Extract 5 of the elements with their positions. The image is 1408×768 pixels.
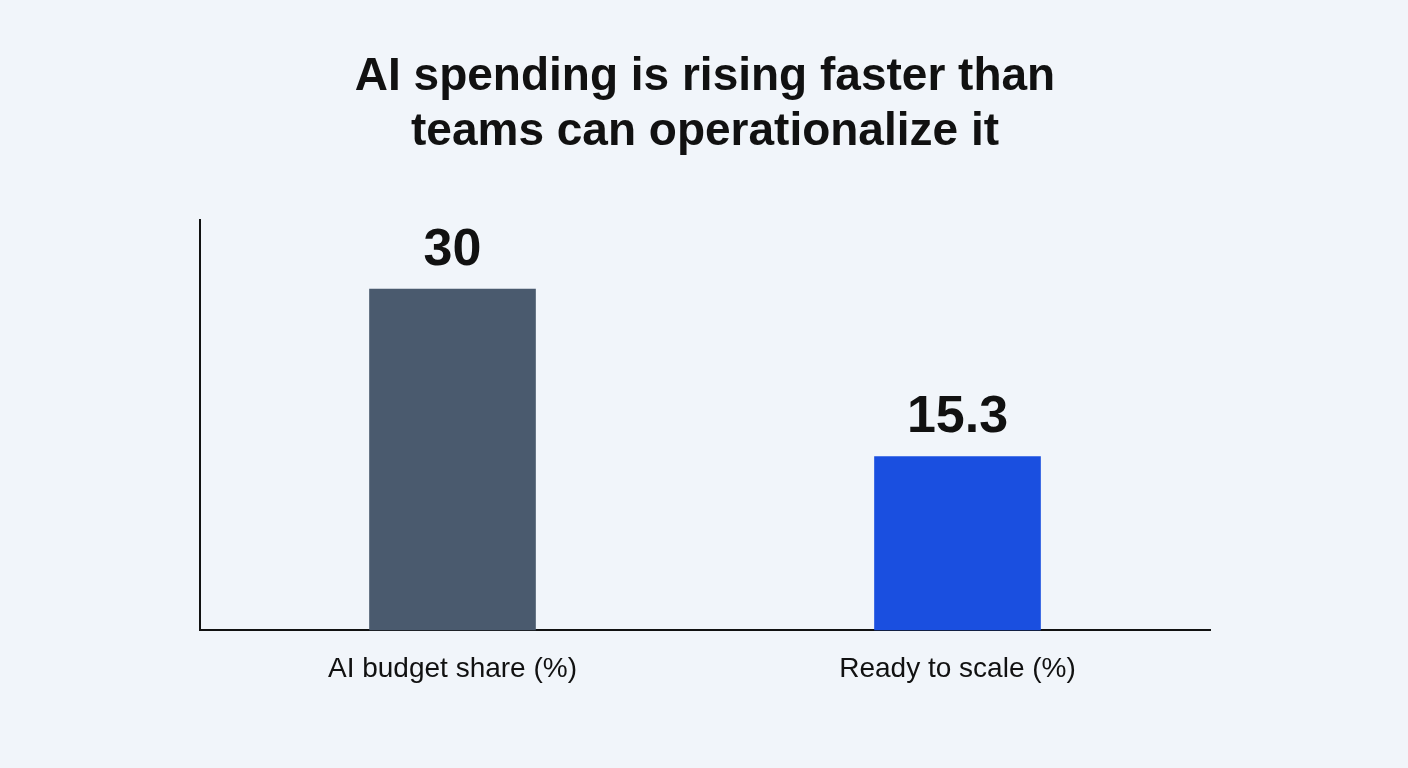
chart-title: AI spending is rising faster than teams can operationalize it [354,48,1056,156]
data-label: 30 [423,218,482,277]
data-label: 15.3 [906,385,1009,444]
x-tick-label: AI budget share (%) [327,651,578,683]
x-tick-label: Ready to scale (%) [839,651,1076,683]
